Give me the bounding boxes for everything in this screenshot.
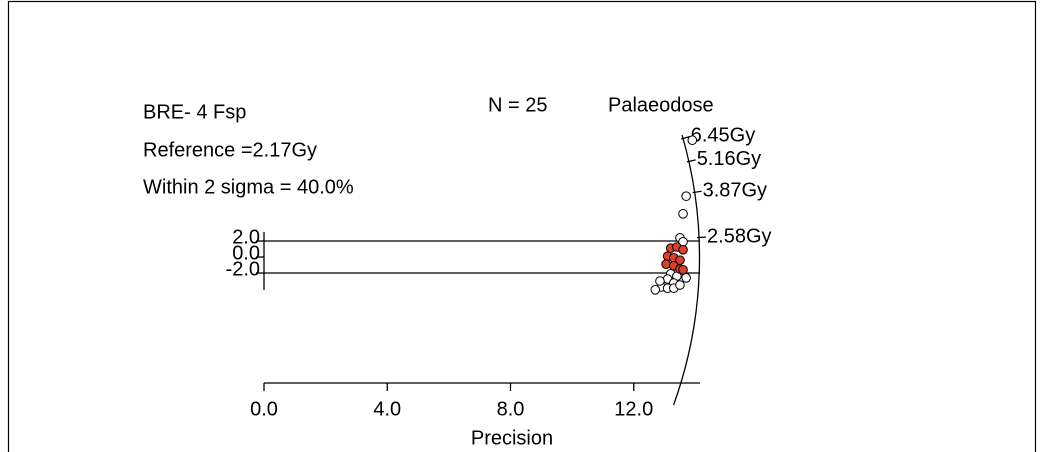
radial-arc <box>672 134 701 406</box>
radial-tick-label: 3.87Gy <box>703 179 767 201</box>
y-tick-label: -2.0 <box>226 258 260 280</box>
data-point <box>675 280 685 290</box>
reference-label: Reference =2.17Gy <box>143 139 317 161</box>
frame <box>7 0 1037 452</box>
data-point <box>678 245 688 255</box>
x-axis-title: Precision <box>471 427 553 449</box>
data-point <box>661 259 671 270</box>
y-tick-label: 2.0 <box>232 226 260 248</box>
radial-tick-label: 6.45Gy <box>691 125 755 147</box>
data-point <box>678 209 688 219</box>
data-point <box>681 191 691 201</box>
radial-tick-label: 5.16Gy <box>697 148 761 170</box>
radial-tick-label: 2.58Gy <box>707 225 771 247</box>
data-point <box>650 285 661 295</box>
data-point <box>678 265 688 275</box>
radial-tick <box>692 190 702 194</box>
x-tick-label: 4.0 <box>373 398 401 420</box>
x-tick-label: 12.0 <box>614 398 653 420</box>
radial-tick <box>680 135 690 140</box>
radial-title: Palaeodose <box>608 94 714 116</box>
sample-label: BRE- 4 Fsp <box>143 101 246 123</box>
n-label: N = 25 <box>488 94 547 116</box>
x-tick-label: 8.0 <box>497 398 525 420</box>
sigma-label: Within 2 sigma = 40.0% <box>143 176 354 198</box>
x-tick-label: 0.0 <box>250 398 278 420</box>
data-point <box>655 276 665 286</box>
data-point <box>681 273 691 283</box>
radial-tick <box>686 159 696 163</box>
data-point <box>687 135 698 145</box>
y-tick-label: 0.0 <box>232 242 260 264</box>
